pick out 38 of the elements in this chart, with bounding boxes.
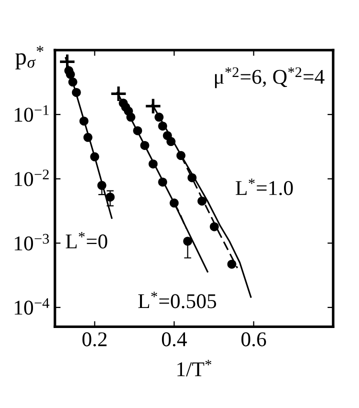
x-tick-label: 0.6 bbox=[241, 332, 266, 346]
point bbox=[140, 140, 150, 150]
point bbox=[106, 192, 115, 202]
point bbox=[110, 85, 128, 102]
point bbox=[126, 112, 136, 122]
y-tick-label: 10$^{−1}$ bbox=[14, 105, 49, 122]
point bbox=[176, 151, 186, 160]
point bbox=[148, 159, 158, 168]
point bbox=[72, 88, 81, 97]
point bbox=[183, 236, 192, 246]
x-axis-title: 1/T$^{*}$ bbox=[177, 360, 212, 376]
point bbox=[227, 260, 236, 269]
point bbox=[210, 222, 219, 232]
point bbox=[144, 98, 162, 115]
point bbox=[158, 178, 168, 187]
point bbox=[166, 137, 176, 146]
x-tick-label: 0.2 bbox=[82, 332, 107, 346]
point bbox=[97, 180, 106, 190]
y-tick-label: 10$^{−4}$ bbox=[14, 298, 50, 315]
annotation: L$^{*}$=0 bbox=[66, 232, 108, 248]
point bbox=[90, 152, 100, 162]
annotation: L$^{*}$=0.505 bbox=[138, 292, 216, 308]
point bbox=[158, 122, 168, 131]
point bbox=[154, 112, 164, 122]
annotation: L$^{*}$=1.0 bbox=[236, 178, 293, 196]
point bbox=[79, 116, 88, 126]
point bbox=[83, 132, 92, 142]
point bbox=[133, 126, 142, 136]
y-axis-title: p$_{σ}$$^{*}$ bbox=[15, 46, 44, 70]
y-tick-label: 10$^{−2}$ bbox=[14, 170, 49, 186]
point bbox=[170, 198, 179, 208]
annotation: μ$^{*2}$=6, Q$^{*2}$=4 bbox=[215, 67, 324, 88]
point bbox=[197, 196, 206, 206]
point bbox=[66, 70, 75, 79]
y-tick-label: 10$^{−3}$ bbox=[14, 234, 49, 250]
point bbox=[188, 173, 197, 182]
point bbox=[68, 78, 78, 87]
x-tick-label: 0.4 bbox=[162, 332, 187, 346]
